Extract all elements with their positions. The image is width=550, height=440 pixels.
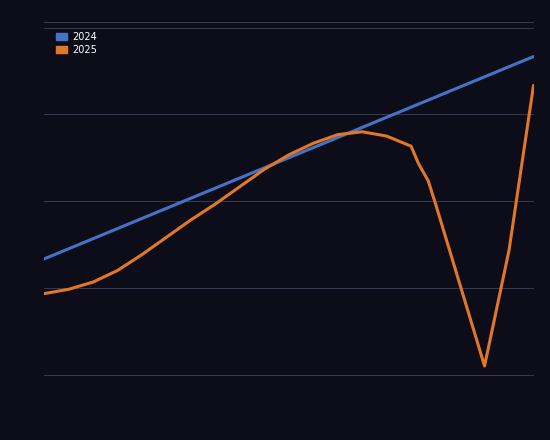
Legend: 2024, 2025: 2024, 2025 (54, 30, 99, 56)
